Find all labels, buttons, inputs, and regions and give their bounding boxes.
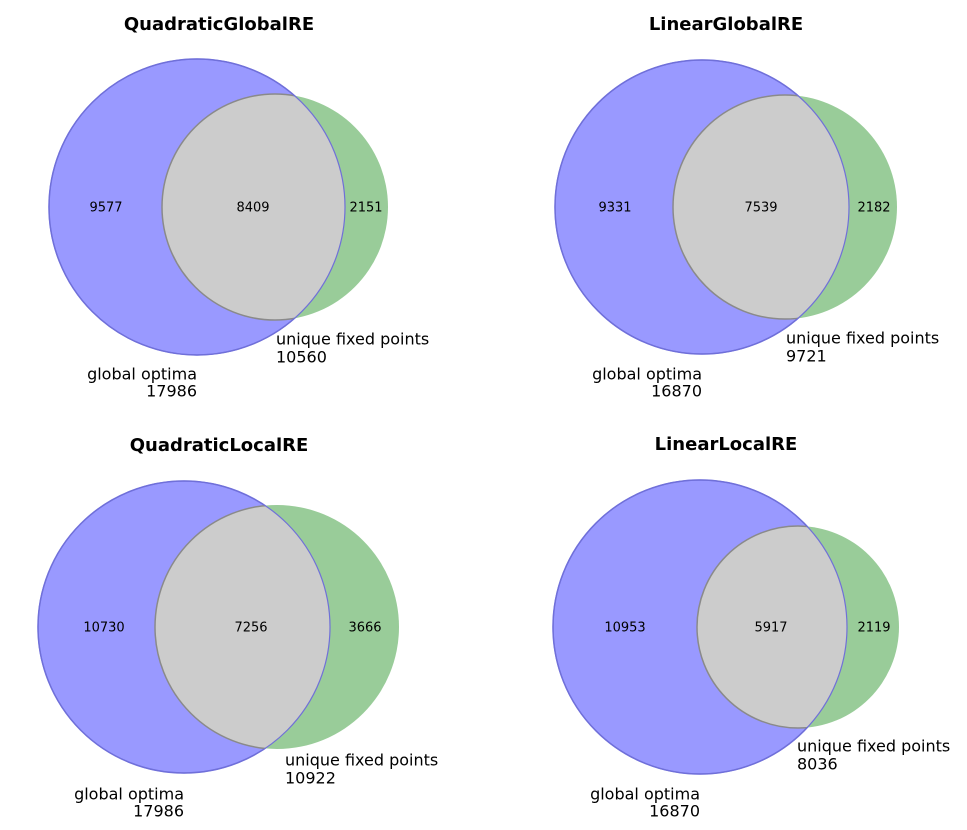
intersection-count: 7256 [234,621,267,636]
set-b-total-label: 9721 [786,347,827,366]
set-b-total-label: 10560 [276,348,327,367]
set-b-only-count: 2119 [857,621,890,636]
set-b-total-label: 10922 [285,769,336,788]
intersection-region [155,505,330,749]
set-a-outline [48,58,346,356]
intersection-region [697,526,847,728]
set-b-only-count: 3666 [348,621,381,636]
set-a-name-label: global optima [592,365,702,384]
set-b-inner-outline [161,93,345,321]
set-a-only-count: 9331 [598,201,631,216]
intersection-count: 7539 [744,201,777,216]
set-b-only-count: 2182 [857,201,890,216]
venn-panel-2: LinearGlobalRE 9331 7539 2182 global optima1… [554,14,939,401]
set-a-outline [37,480,331,774]
chart-title: QuadraticGlobalRE [124,14,314,35]
chart-title: LinearGlobalRE [649,14,803,35]
set-a-name-label: global optima [74,785,184,804]
set-a-total-label: 16870 [651,382,702,401]
chart-title: LinearLocalRE [655,434,798,455]
set-b-name-label: unique fixed points [786,329,939,348]
set-b-name-label: unique fixed points [797,737,950,756]
set-a-only-count: 10953 [604,621,645,636]
set-b-name-label: unique fixed points [285,751,438,770]
set-b-inner-outline [672,94,849,320]
venn-panel-4: LinearLocalRE 10953 5917 2119 global optima1… [552,434,950,821]
set-a-outline [554,59,850,355]
venn-panel-1: QuadraticGlobalRE 9577 8409 2151 global opti… [48,14,429,401]
venn-panel-3: QuadraticLocalRE 10730 7256 3666 global opti… [37,435,438,821]
intersection-count: 8409 [236,201,269,216]
set-b-name-label: unique fixed points [276,330,429,349]
set-a-outline [552,479,848,775]
set-a-name-label: global optima [590,785,700,804]
intersection-count: 5917 [754,621,787,636]
set-a-only-count: 9577 [89,201,122,216]
set-a-total-label: 16870 [649,802,700,821]
set-b-total-label: 8036 [797,755,838,774]
set-a-total-label: 17986 [133,802,184,821]
set-a-total-label: 17986 [146,382,197,401]
set-b-inner-outline [696,525,847,729]
intersection-region [162,94,345,320]
set-a-only-count: 10730 [83,621,124,636]
set-b-only-count: 2151 [349,201,382,216]
chart-title: QuadraticLocalRE [130,435,309,456]
set-a-name-label: global optima [87,365,197,384]
